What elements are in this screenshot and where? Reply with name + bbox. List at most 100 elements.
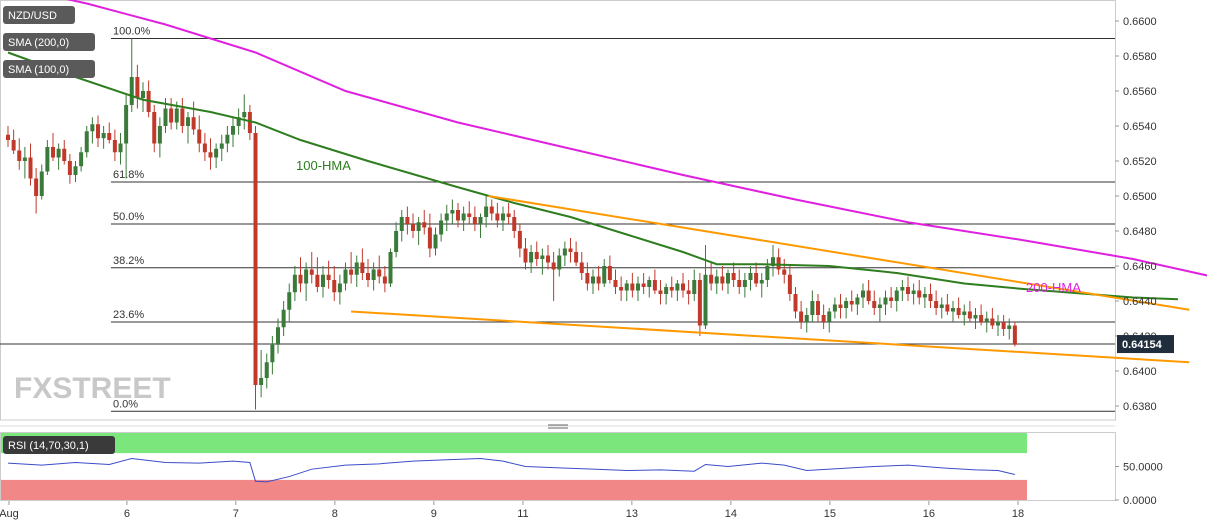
candle-body	[799, 311, 804, 322]
candle-body	[861, 290, 865, 298]
candle-body	[501, 213, 505, 221]
rsi-oversold-zone	[1, 479, 1027, 500]
candle-body	[731, 273, 736, 280]
candle-body	[34, 178, 39, 196]
candle-body	[377, 269, 382, 277]
candle-body	[208, 152, 213, 158]
candle-body	[337, 283, 342, 293]
candle-body	[427, 227, 432, 249]
candle-body	[163, 108, 168, 126]
candle-body	[456, 210, 460, 221]
legend-sma200-box[interactable]	[3, 33, 95, 51]
candle-body	[900, 287, 905, 291]
price-pane-frame	[0, 0, 1116, 421]
candle-body	[647, 280, 652, 287]
y-tick-label: 0.6460	[1123, 261, 1157, 273]
candle-body	[51, 147, 55, 158]
x-tick-label: 8	[332, 508, 338, 520]
y-tick-label: 0.6560	[1123, 86, 1157, 98]
candle-body	[219, 143, 224, 149]
candle-body	[22, 157, 27, 161]
candle-body	[562, 248, 567, 256]
candle-body	[534, 252, 539, 259]
candle-body	[371, 269, 376, 280]
candle-body	[444, 213, 449, 221]
candle-body	[439, 220, 444, 235]
candle-body	[236, 117, 241, 126]
candle-body	[585, 273, 590, 284]
candle-body	[67, 161, 72, 175]
candle-body	[630, 283, 635, 291]
candle-body	[411, 224, 415, 231]
candle-body	[697, 280, 702, 326]
candle-body	[315, 274, 320, 287]
candle-body	[349, 269, 354, 275]
candle-body	[928, 294, 933, 301]
candle-body	[776, 257, 781, 270]
candle-body	[742, 280, 747, 287]
candle-body	[1007, 325, 1012, 329]
x-tick-label: 11	[517, 508, 528, 520]
annotation-100-hma: 100-HMA	[296, 158, 351, 173]
candle-body	[675, 283, 680, 291]
candle-body	[169, 108, 174, 123]
x-tick-label: 18	[1012, 508, 1024, 520]
candle-body	[343, 269, 348, 284]
candle-body	[506, 213, 511, 217]
candle-body	[681, 283, 685, 291]
legend-sma100-label: SMA (100,0)	[8, 64, 69, 76]
legend-sma100-box[interactable]	[3, 60, 95, 78]
candle-body	[1012, 325, 1017, 345]
x-tick-label: Aug	[0, 508, 19, 520]
candle-body	[517, 231, 522, 249]
candle-body	[613, 280, 618, 287]
candle-body	[107, 133, 112, 140]
candle-body	[945, 304, 950, 312]
price-pane: 100.0% 61.8% 50.0% 38.2% 23.6% 0.0% 100-HMA 200…	[0, 0, 1207, 429]
candle-body	[765, 266, 770, 280]
fib-level-label: 100.0%	[113, 26, 151, 38]
x-tick-label: 15	[824, 508, 836, 520]
candle-body	[467, 213, 472, 217]
candle-body	[939, 304, 944, 308]
x-tick-label: 14	[725, 508, 737, 520]
candle-body	[101, 133, 106, 139]
candle-body	[270, 344, 275, 363]
candle-body	[658, 290, 663, 294]
x-tick-label: 7	[233, 508, 239, 520]
candle-body	[827, 311, 832, 322]
candle-body	[242, 112, 247, 118]
candle-body	[602, 266, 607, 284]
y-tick-label: 0.6540	[1123, 121, 1157, 133]
x-tick-label: 16	[923, 508, 935, 520]
candle-body	[889, 297, 894, 301]
candle-body	[495, 213, 500, 221]
candle-body	[118, 143, 123, 153]
candle-body	[529, 252, 534, 263]
candle-body	[793, 294, 798, 312]
legend-symbol-box[interactable]	[3, 6, 75, 24]
candle-body	[709, 274, 714, 284]
candle-body	[579, 262, 584, 273]
legend: NZD/USD SMA (200,0) SMA (100,0)	[3, 6, 95, 78]
candle-body	[214, 148, 219, 158]
candle-body	[259, 378, 264, 385]
fib-level-label: 38.2%	[113, 255, 144, 267]
candle-body	[523, 248, 528, 263]
candle-body	[247, 112, 252, 133]
y-tick-label: 0.6500	[1123, 191, 1157, 203]
candle-body	[129, 77, 134, 105]
candle-body	[309, 269, 314, 275]
candle-body	[574, 252, 579, 263]
candle-body	[686, 290, 691, 294]
candle-body	[96, 124, 100, 139]
rsi-legend-box[interactable]	[3, 436, 115, 454]
candle-body	[984, 318, 989, 322]
candle-body	[84, 131, 89, 153]
candle-body	[73, 166, 78, 175]
candle-body	[512, 217, 517, 231]
candle-body	[838, 304, 843, 308]
legend-symbol-label: NZD/USD	[8, 10, 57, 22]
candle-body	[422, 222, 427, 228]
candle-body	[804, 315, 809, 322]
